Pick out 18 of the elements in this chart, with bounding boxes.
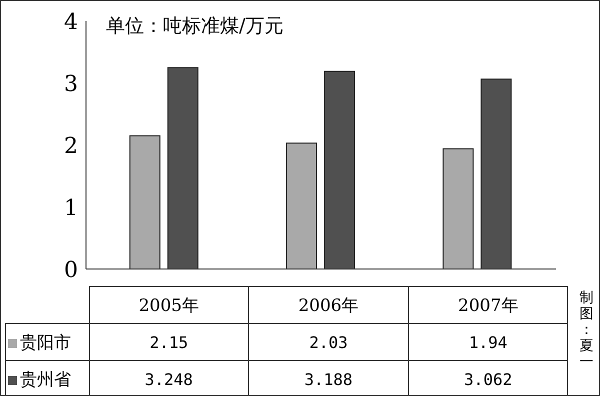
text: 制图：夏一	[579, 290, 594, 370]
legend-label: 贵阳市	[20, 332, 71, 352]
x-tick-label: 2006年	[248, 286, 408, 324]
chart-title: 单位：吨标准煤/万元	[106, 14, 284, 39]
data-label: 2.03	[248, 324, 408, 360]
x-tick-label: 2007年	[408, 286, 568, 324]
data-label: 3.188	[248, 360, 408, 396]
data-label: 2.15	[89, 324, 249, 360]
data-label: 3.062	[408, 360, 568, 396]
y-tick-label: 3	[64, 72, 78, 97]
data-label: 3.248	[89, 360, 249, 396]
data-label: 1.94	[408, 324, 568, 360]
x-tick-label: 2005年	[89, 286, 249, 324]
y-tick-label: 0	[64, 258, 78, 283]
y-tick-label: 2	[64, 134, 78, 159]
legend-label: 贵州省	[20, 370, 71, 390]
y-tick-label: 1	[64, 196, 78, 221]
y-tick-label: 4	[64, 10, 78, 35]
